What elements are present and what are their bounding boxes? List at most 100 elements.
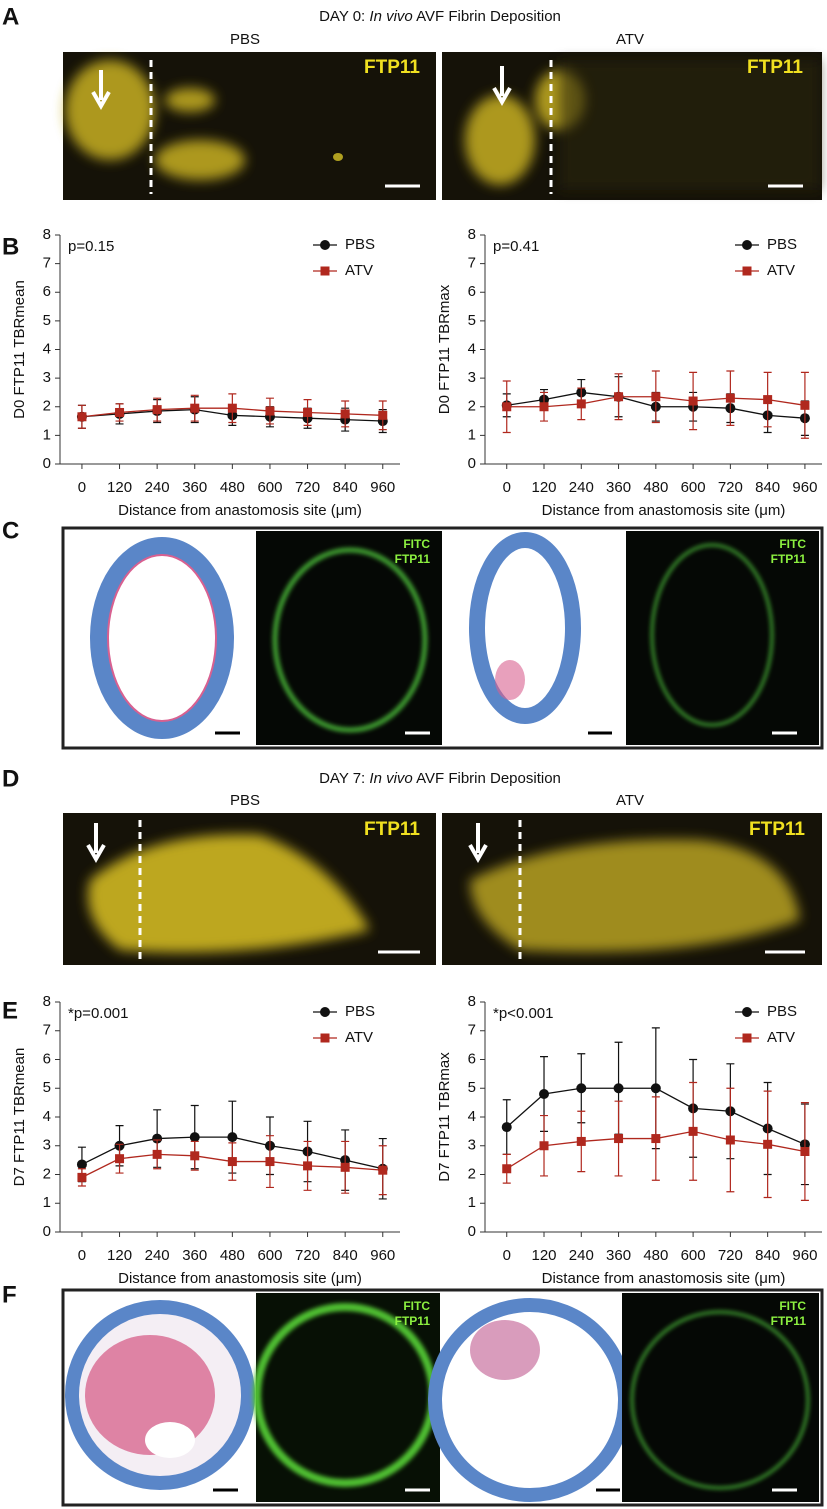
data-point (576, 1083, 587, 1094)
data-point (725, 393, 735, 403)
y-tick-label: 8 (43, 226, 51, 243)
y-tick-label: 4 (43, 340, 51, 357)
y-tick-label: 1 (43, 1194, 51, 1211)
x-axis-label: Distance from anastomosis site (μm) (118, 502, 362, 519)
y-tick-label: 3 (468, 1137, 476, 1154)
x-tick-label: 720 (718, 479, 743, 496)
y-tick-label: 5 (43, 312, 51, 329)
y-tick-label: 6 (468, 283, 476, 300)
annotation: p=0.15 (68, 238, 114, 255)
data-point (303, 407, 313, 417)
annotation: *p<0.001 (493, 1005, 553, 1022)
annotation: *p=0.001 (68, 1005, 128, 1022)
x-tick-label: 360 (606, 479, 631, 496)
stain-label: FTP11 (771, 1314, 807, 1328)
data-point (502, 402, 512, 412)
data-point (152, 1133, 163, 1144)
x-tick-label: 600 (681, 479, 706, 496)
data-point (227, 1132, 238, 1143)
y-tick-label: 8 (468, 993, 476, 1010)
x-tick-label: 600 (681, 1247, 706, 1264)
image-label: PBS (230, 31, 260, 48)
y-axis-label: D7 FTP11 TBRmean (11, 1048, 28, 1187)
data-point (189, 1132, 200, 1143)
y-axis-label: D0 FTP11 TBRmax (436, 284, 453, 414)
legend-label: ATV (345, 1029, 373, 1046)
y-tick-label: 1 (468, 1194, 476, 1211)
legend-marker (320, 1007, 330, 1017)
stain-label: FTP11 (364, 57, 420, 78)
data-point (76, 1159, 87, 1170)
legend-label: ATV (345, 262, 373, 279)
data-point (501, 1122, 512, 1133)
data-point (614, 392, 624, 402)
x-tick-label: 0 (503, 479, 511, 496)
x-tick-label: 840 (333, 1247, 358, 1264)
annotation: p=0.41 (493, 238, 539, 255)
y-tick-label: 7 (43, 255, 51, 272)
x-tick-label: 240 (145, 1247, 170, 1264)
y-tick-label: 6 (43, 1050, 51, 1067)
x-tick-label: 840 (755, 1247, 780, 1264)
legend-marker (320, 1033, 330, 1043)
data-point (651, 1134, 661, 1144)
stain-label: FTP11 (749, 819, 805, 840)
data-point (303, 1161, 313, 1171)
x-tick-label: 120 (531, 479, 556, 496)
x-tick-label: 480 (220, 479, 245, 496)
data-point (725, 1135, 735, 1145)
stain-label: FTP11 (747, 57, 803, 78)
x-tick-label: 0 (78, 1247, 86, 1264)
panel-letter: F (2, 1281, 17, 1308)
stain-label: FITC (779, 1299, 806, 1313)
y-tick-label: 2 (43, 1165, 51, 1182)
data-point (152, 1149, 162, 1159)
fluorescence-image: FTP11 (442, 813, 822, 965)
data-point (800, 1147, 810, 1156)
x-tick-label: 360 (182, 479, 207, 496)
x-tick-label: 120 (531, 1247, 556, 1264)
legend-label: ATV (767, 1029, 795, 1046)
x-tick-label: 600 (257, 1247, 282, 1264)
x-tick-label: 720 (295, 1247, 320, 1264)
data-point (763, 395, 773, 405)
panel-letter: B (2, 233, 19, 260)
stain-label: FTP11 (771, 552, 807, 566)
y-axis-label: D0 FTP11 TBRmean (11, 280, 28, 419)
data-point (502, 1164, 512, 1174)
y-tick-label: 0 (468, 455, 476, 472)
y-tick-label: 7 (468, 255, 476, 272)
y-axis-label: D7 FTP11 TBRmax (436, 1052, 453, 1182)
legend-marker (742, 1007, 752, 1017)
legend-marker (742, 240, 752, 250)
y-tick-label: 4 (468, 1108, 476, 1125)
data-point (265, 1157, 275, 1167)
data-point (576, 399, 586, 409)
legend-label: ATV (767, 262, 795, 279)
x-axis-label: Distance from anastomosis site (μm) (542, 502, 786, 519)
x-tick-label: 840 (755, 479, 780, 496)
y-tick-label: 2 (468, 398, 476, 415)
y-tick-label: 2 (43, 398, 51, 415)
stain-label: FITC (403, 537, 430, 551)
panel-letter: C (2, 517, 19, 544)
legend-marker (320, 266, 330, 276)
data-point (190, 403, 200, 413)
x-axis-label: Distance from anastomosis site (μm) (542, 1270, 786, 1287)
histology-panel: FITC FTP11 FITC FTP11 (61, 1288, 824, 1507)
data-point (265, 406, 275, 416)
data-point (688, 396, 698, 406)
legend-label: PBS (767, 1003, 797, 1020)
image-label: ATV (616, 792, 644, 809)
data-point (650, 1083, 661, 1094)
y-tick-label: 3 (43, 1137, 51, 1154)
y-tick-label: 6 (468, 1050, 476, 1067)
legend-label: PBS (345, 1003, 375, 1020)
y-tick-label: 8 (468, 226, 476, 243)
data-point (651, 392, 661, 402)
panel-letter: D (2, 765, 19, 792)
fluorescence-image: FTP11 (442, 52, 822, 200)
legend-marker (742, 266, 752, 276)
y-tick-label: 6 (43, 283, 51, 300)
